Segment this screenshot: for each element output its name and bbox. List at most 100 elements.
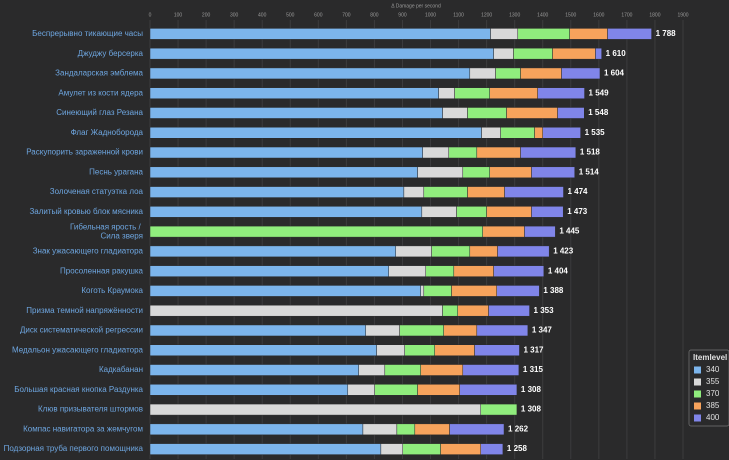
y-tick-label: Залитый кровью блок мясника (29, 207, 143, 216)
x-tick-label: 1900 (677, 12, 688, 18)
bar-segment (448, 146, 478, 159)
y-tick-label: Коготь Краумока (81, 286, 143, 295)
bar-segment (399, 324, 444, 337)
bar-segment (414, 423, 450, 436)
y-tick-label: Кадкабанан (99, 365, 143, 374)
x-tick-label: 1700 (621, 12, 632, 18)
y-tick-label: Флаг Жаднобородa (71, 128, 144, 137)
bar-segment (442, 107, 468, 119)
bar-segment (459, 384, 518, 396)
bar-segment (149, 245, 396, 258)
bar-segment (469, 245, 498, 258)
y-tick-label: Знак ужасающего гладиатора (33, 246, 144, 255)
x-tick-label: 600 (314, 12, 323, 18)
bar-segment (456, 206, 487, 218)
bar-segment (404, 344, 435, 356)
total-label: 1 315 (523, 365, 544, 374)
bar-segment (422, 146, 450, 159)
x-tick-label: 100 (174, 12, 183, 18)
x-tick-label: 400 (258, 12, 267, 18)
x-tick-label: 1100 (453, 12, 464, 18)
y-tick-label: Джуджу берсерка (78, 49, 144, 58)
legend-swatch (694, 390, 701, 398)
total-label: 1 549 (589, 88, 610, 97)
total-label: 1 308 (521, 385, 542, 394)
legend-label: 370 (706, 389, 720, 398)
bar-segment (454, 87, 490, 99)
total-label: 1 548 (588, 108, 609, 117)
bar-segment (462, 364, 520, 376)
bar-segment (358, 364, 386, 376)
y-tick-label: Амулет из кости ядера (58, 88, 143, 97)
bar-segment (376, 344, 405, 356)
bar-segment (534, 127, 543, 139)
bar-segment (493, 265, 545, 277)
x-tick-label: 800 (370, 12, 379, 18)
total-label: 1 518 (580, 148, 601, 157)
x-tick-label: 1200 (481, 12, 492, 18)
bar-segment (481, 127, 501, 139)
x-tick-label: 1300 (509, 12, 520, 18)
x-tick-label: 1600 (593, 12, 604, 18)
legend-label: 400 (706, 413, 720, 422)
bar-segment (149, 146, 423, 159)
bar-segment (542, 127, 581, 139)
total-label: 1 473 (567, 207, 588, 216)
y-tick-label: Раскупорить зараженной крови (26, 148, 143, 157)
bar-segment (365, 324, 400, 337)
bar-segment (149, 186, 405, 198)
total-label: 1 404 (548, 266, 569, 275)
y-tick-label: Большая красная кнопка Раздунка (14, 385, 143, 394)
bar-segment (490, 28, 519, 40)
y-tick-label: Компас навигатора за жемчугом (23, 424, 143, 433)
y-tick-label: Золоченая статуэтка лоа (50, 187, 144, 196)
bar-segment (467, 107, 507, 119)
total-label: 1 317 (523, 345, 544, 354)
bar-segment (423, 186, 468, 198)
bar-segment (384, 364, 421, 376)
bar-segment (513, 47, 553, 60)
bar-segment (496, 285, 540, 297)
total-label: 1 610 (606, 49, 627, 58)
bar-segment (457, 304, 489, 317)
bar-segment (149, 423, 364, 436)
bar-segment (403, 186, 425, 198)
bar-segment (420, 364, 464, 376)
bar-segment (537, 87, 585, 99)
bar-segment (489, 87, 538, 99)
bar-segment (431, 245, 471, 258)
bar-segment (149, 324, 366, 337)
bar-segment (149, 265, 389, 277)
bar-segment (380, 443, 404, 455)
legend-swatch (694, 366, 701, 374)
total-label: 1 445 (559, 227, 580, 236)
bar-segment (417, 166, 464, 179)
total-label: 1 308 (521, 405, 542, 414)
bar-segment (531, 166, 575, 179)
bar-segment (149, 47, 494, 60)
total-label: 1 258 (507, 444, 528, 453)
bar-segment (531, 206, 564, 218)
bar-segment (149, 206, 423, 218)
bar-segment (504, 186, 564, 198)
x-tick-label: 200 (202, 12, 211, 18)
bar-segment (440, 443, 481, 455)
bar-segment (482, 225, 525, 238)
x-tick-label: 1400 (537, 12, 548, 18)
legend-title: Itemlevel (693, 353, 727, 362)
y-tick-label: Подзорная труба первого помощника (4, 444, 144, 453)
bar-segment (425, 265, 455, 277)
bar-segment (557, 107, 585, 119)
total-label: 1 788 (656, 29, 677, 38)
bar-segment (569, 28, 608, 40)
bar-segment (388, 265, 427, 277)
bar-segment (517, 28, 570, 40)
total-label: 1 535 (585, 128, 606, 137)
bar-segment (442, 304, 458, 317)
legend-swatch (694, 378, 701, 386)
bar-segment (149, 225, 483, 238)
bar-segment (417, 384, 460, 396)
bar-segment (520, 67, 562, 80)
x-tick-label: 1800 (649, 12, 660, 18)
